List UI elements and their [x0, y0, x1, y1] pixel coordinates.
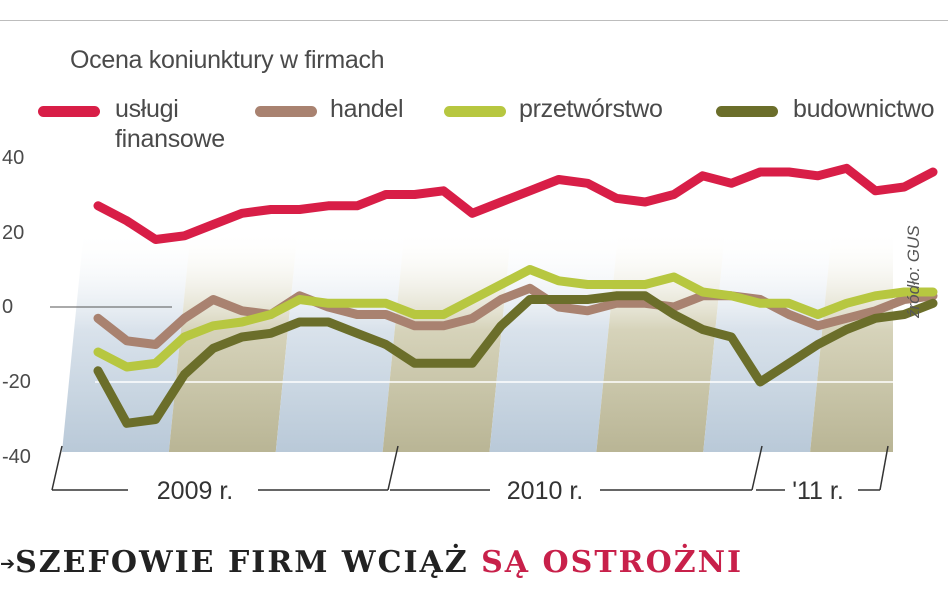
background-band	[810, 230, 893, 452]
legend-label-uslugi: usługi finansowe	[115, 95, 225, 153]
y-tick-label: 20	[2, 222, 25, 244]
background-band	[275, 230, 405, 452]
background-bands	[62, 230, 893, 452]
year-separator	[751, 445, 763, 491]
year-axis: 2009 r. 2010 r. '11 r.	[51, 445, 889, 505]
background-band	[703, 230, 833, 452]
legend-przetworstwo: przetwórstwo	[444, 94, 704, 128]
series-line-budownictwo	[93, 291, 938, 428]
year-separator	[879, 445, 889, 491]
y-tick-label: -20	[2, 371, 31, 393]
year-label: 2009 r.	[157, 477, 233, 505]
y-tick-label: 40	[2, 147, 25, 169]
year-separator	[387, 445, 399, 491]
legend-swatch-budownictwo	[716, 106, 778, 117]
series-line-handel	[93, 283, 938, 349]
legend-budownictwo: budownictwo	[716, 94, 948, 128]
headline-text: SZEFOWIE FIRM WCIĄŻ	[15, 545, 482, 580]
legend-label-przetworstwo: przetwórstwo	[519, 95, 663, 123]
headline: ➔SZEFOWIE FIRM WCIĄŻ SĄ OSTROŻNI	[0, 545, 743, 580]
arrow-icon: ➔	[0, 553, 16, 575]
y-tick-label: 0	[2, 296, 14, 318]
legend-swatch-handel	[255, 106, 317, 117]
year-separator	[51, 445, 63, 491]
background-band	[596, 230, 726, 452]
series-line-uslugi	[93, 163, 938, 244]
legend-label-budownictwo: budownictwo	[793, 95, 935, 123]
series-line-przetworstwo	[93, 265, 938, 372]
year-label: 2010 r.	[507, 477, 583, 505]
source-note: źródło: GUS	[904, 225, 923, 318]
series-lines	[93, 163, 938, 428]
top-rule	[0, 20, 948, 21]
headline-highlight: SĄ OSTROŻNI	[481, 545, 744, 580]
chart-title: Ocena koniunktury w firmach	[70, 46, 385, 74]
legend-swatch-uslugi	[38, 106, 100, 117]
background-band	[489, 230, 619, 452]
legend-label-handel: handel	[330, 95, 404, 123]
legend-handel: handel	[255, 94, 435, 128]
y-tick-label: -40	[2, 446, 31, 468]
year-label: '11 r.	[792, 477, 844, 505]
legend-swatch-przetworstwo	[444, 106, 506, 117]
background-band	[382, 230, 512, 452]
legend-uslugi: usługi finansowe	[38, 94, 268, 153]
